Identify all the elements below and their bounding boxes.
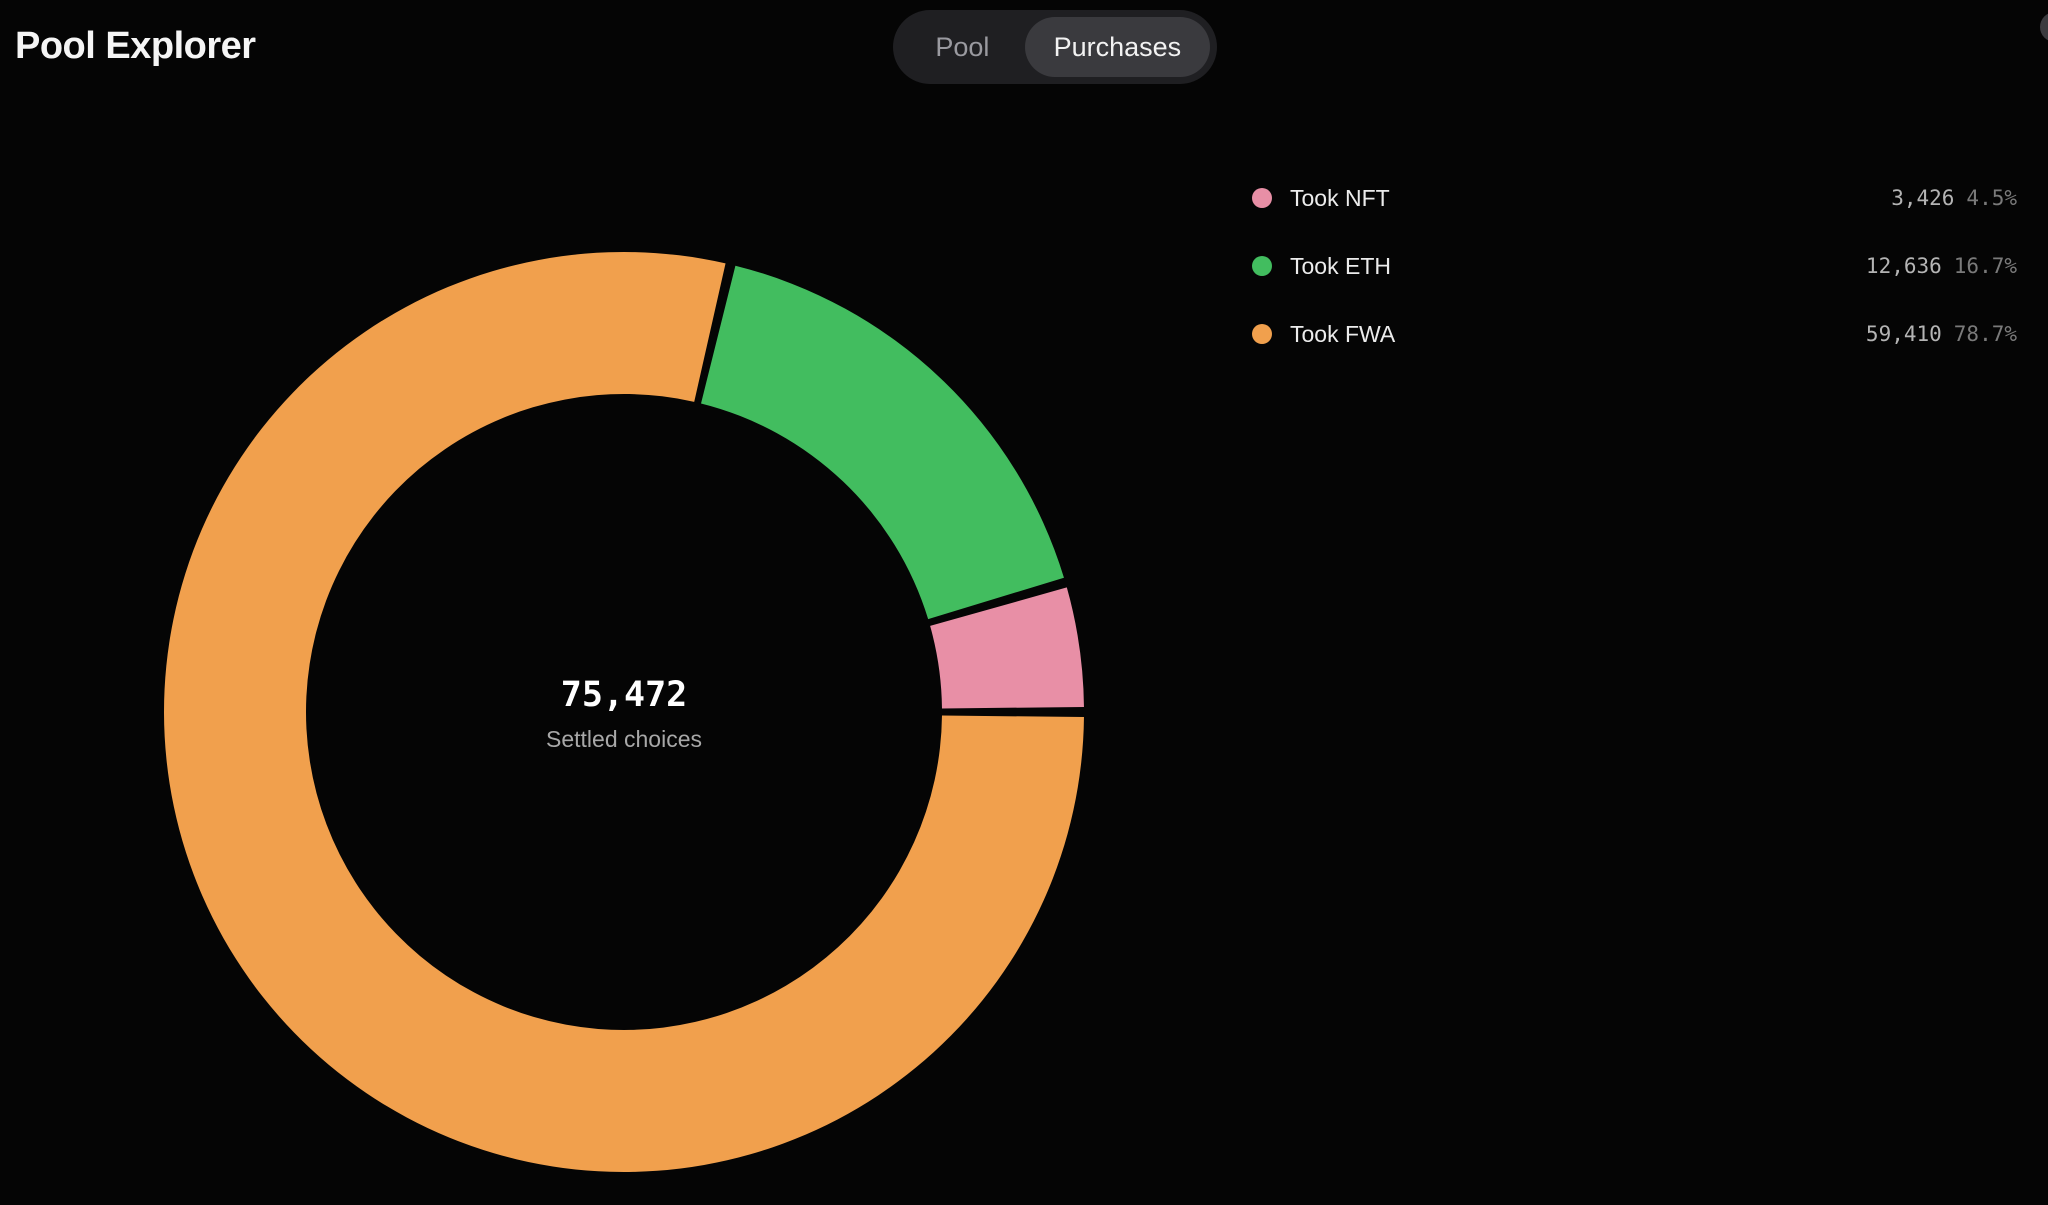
legend-label: Took ETH bbox=[1290, 252, 1391, 279]
page-title: Pool Explorer bbox=[15, 25, 256, 67]
legend-percent: 78.7% bbox=[1953, 322, 2017, 346]
legend-item-fwa[interactable]: Took FWA 59,410 78.7% bbox=[1252, 300, 2017, 368]
eth-color-dot bbox=[1252, 256, 1272, 276]
tab-purchases[interactable]: Purchases bbox=[1024, 17, 1210, 77]
legend-count: 3,426 bbox=[1891, 186, 1955, 210]
donut-slice-took-fwa[interactable] bbox=[163, 252, 1084, 1173]
donut-slice-took-eth[interactable] bbox=[701, 265, 1064, 620]
menu-button[interactable] bbox=[2040, 12, 2048, 42]
fwa-color-dot bbox=[1252, 324, 1272, 344]
legend-item-nft[interactable]: Took NFT 3,426 4.5% bbox=[1252, 164, 2017, 232]
legend-percent: 16.7% bbox=[1953, 254, 2017, 278]
view-tabs: Pool Purchases bbox=[893, 10, 1217, 84]
center-total-value: 75,472 bbox=[561, 675, 687, 715]
nft-color-dot bbox=[1252, 188, 1272, 208]
tab-pool[interactable]: Pool bbox=[935, 31, 990, 62]
donut-slices bbox=[163, 252, 1084, 1173]
donut-slice-took-nft[interactable] bbox=[930, 587, 1084, 709]
legend-percent: 4.5% bbox=[1966, 186, 2017, 210]
donut-chart: 75,472 Settled choices bbox=[163, 252, 1084, 1173]
legend-count: 59,410 bbox=[1865, 322, 1942, 346]
chart-legend: Took NFT 3,426 4.5% Took ETH 12,636 16.7… bbox=[1252, 164, 2017, 368]
legend-count: 12,636 bbox=[1865, 254, 1942, 278]
legend-label: Took NFT bbox=[1290, 184, 1390, 211]
legend-item-eth[interactable]: Took ETH 12,636 16.7% bbox=[1252, 232, 2017, 300]
center-total-label: Settled choices bbox=[546, 726, 702, 752]
legend-label: Took FWA bbox=[1290, 320, 1396, 347]
